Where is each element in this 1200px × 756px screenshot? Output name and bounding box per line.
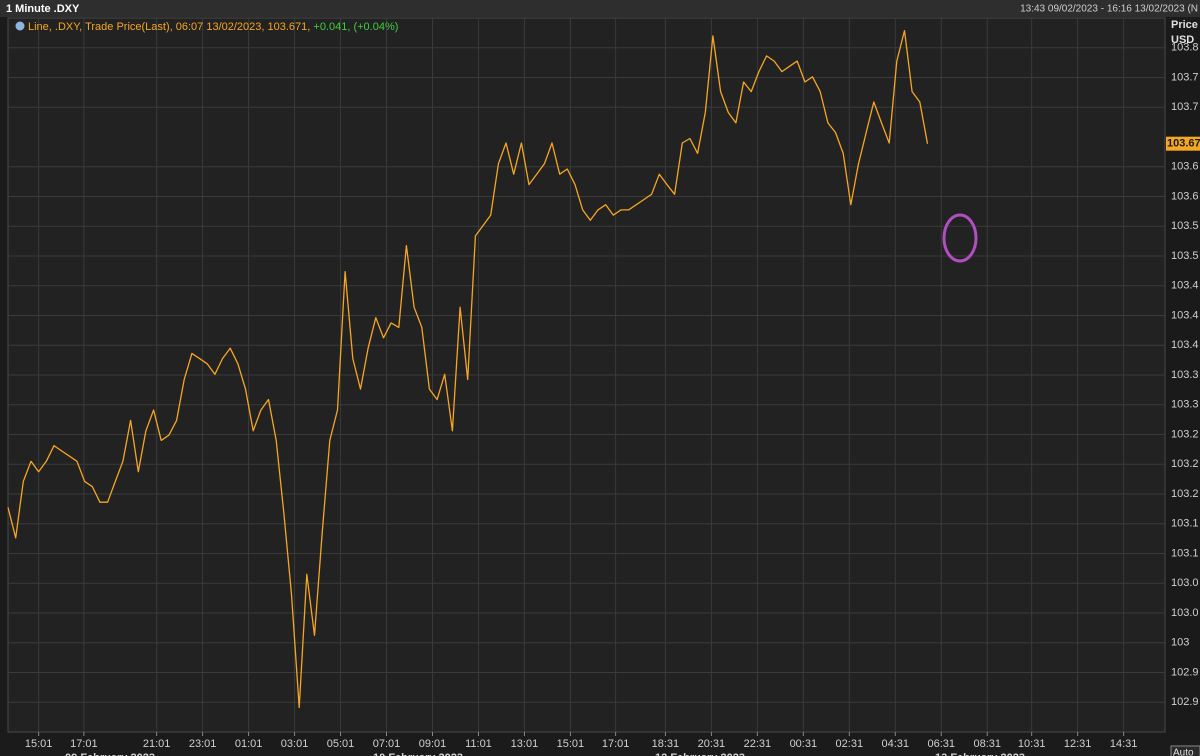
annotation-circle bbox=[942, 213, 978, 263]
y-tick-label: 102.9 bbox=[1171, 696, 1199, 708]
legend-change: +0.041, bbox=[313, 21, 350, 33]
y-tick-label: 103.3 bbox=[1171, 399, 1199, 411]
x-tick-label: 12:31 bbox=[1064, 738, 1092, 750]
legend-text: Line, .DXY, Trade Price(Last), 06:07 13/… bbox=[28, 21, 310, 33]
y-axis-title: Price bbox=[1171, 19, 1198, 31]
x-tick-label: 04:31 bbox=[882, 738, 910, 750]
y-tick-label: 103.0 bbox=[1171, 577, 1199, 589]
y-tick-label: 103.7 bbox=[1171, 71, 1199, 83]
auto-label[interactable]: Auto bbox=[1173, 748, 1194, 756]
x-tick-label: 21:01 bbox=[143, 738, 171, 750]
x-tick-label: 15:01 bbox=[557, 738, 585, 750]
y-tick-label: 103.6 bbox=[1171, 190, 1199, 202]
y-tick-label: 103.5 bbox=[1171, 250, 1199, 262]
x-tick-label: 08:31 bbox=[973, 738, 1001, 750]
y-tick-label: 103.1 bbox=[1171, 518, 1199, 530]
x-tick-label: 03:01 bbox=[281, 738, 309, 750]
x-tick-label: 17:01 bbox=[602, 738, 630, 750]
x-tick-label: 15:01 bbox=[25, 738, 53, 750]
legend: Line, .DXY, Trade Price(Last), 06:07 13/… bbox=[28, 21, 398, 33]
date-label: 10 February 2023 bbox=[373, 752, 463, 756]
x-tick-label: 02:31 bbox=[836, 738, 864, 750]
price-line bbox=[7, 29, 929, 709]
x-tick-label: 22:31 bbox=[744, 738, 772, 750]
y-tick-label: 103.4 bbox=[1171, 309, 1199, 321]
x-tick-label: 17:01 bbox=[70, 738, 98, 750]
y-axis-unit: USD bbox=[1171, 34, 1194, 46]
last-price-label: 103.67 bbox=[1167, 138, 1200, 150]
x-tick-label: 23:01 bbox=[189, 738, 217, 750]
x-tick-label: 01:01 bbox=[235, 738, 263, 750]
date-label: 12 February 2023 bbox=[655, 752, 745, 756]
x-tick-label: 18:31 bbox=[652, 738, 680, 750]
x-tick-label: 09:01 bbox=[419, 738, 447, 750]
x-tick-label: 07:01 bbox=[373, 738, 401, 750]
y-tick-label: 103.6 bbox=[1171, 161, 1199, 173]
x-tick-label: 11:01 bbox=[465, 738, 492, 750]
x-tick-label: 14:31 bbox=[1110, 738, 1138, 750]
y-tick-label: 103.7 bbox=[1171, 101, 1199, 113]
y-tick-label: 103.4 bbox=[1171, 339, 1199, 351]
y-tick-label: 103.2 bbox=[1171, 458, 1199, 470]
x-tick-label: 06:31 bbox=[927, 738, 955, 750]
x-tick-label: 05:01 bbox=[327, 738, 355, 750]
y-tick-label: 103.1 bbox=[1171, 547, 1199, 559]
auto-button[interactable] bbox=[1170, 745, 1200, 756]
header-bar bbox=[0, 0, 1200, 17]
legend-change-pct: (+0.04%) bbox=[353, 21, 398, 33]
y-tick-label: 103.2 bbox=[1171, 488, 1199, 500]
legend-icon bbox=[15, 21, 25, 31]
grid bbox=[8, 18, 1165, 732]
date-label: 13 February 2023 bbox=[935, 752, 1025, 756]
last-price-tag bbox=[1166, 136, 1200, 151]
y-tick-label: 103 bbox=[1171, 637, 1189, 649]
x-tick-label: 13:01 bbox=[511, 738, 539, 750]
y-tick-label: 103.3 bbox=[1171, 369, 1199, 381]
y-tick-label: 102.9 bbox=[1171, 666, 1199, 678]
y-tick-label: 103.5 bbox=[1171, 220, 1199, 232]
x-tick-label: 10:31 bbox=[1018, 738, 1046, 750]
x-tick-label: 20:31 bbox=[698, 738, 726, 750]
y-tick-label: 103.0 bbox=[1171, 607, 1199, 619]
y-tick-label: 103.8 bbox=[1171, 42, 1199, 54]
chart-title: 1 Minute .DXY bbox=[6, 3, 80, 15]
y-tick-label: 103.4 bbox=[1171, 280, 1199, 292]
date-label: 09 February 2023 bbox=[65, 752, 155, 756]
y-tick-label: 103.2 bbox=[1171, 428, 1199, 440]
x-tick-label: 00:31 bbox=[790, 738, 818, 750]
range-label: 13:43 09/02/2023 - 16:16 13/02/2023 (N bbox=[1020, 4, 1198, 15]
